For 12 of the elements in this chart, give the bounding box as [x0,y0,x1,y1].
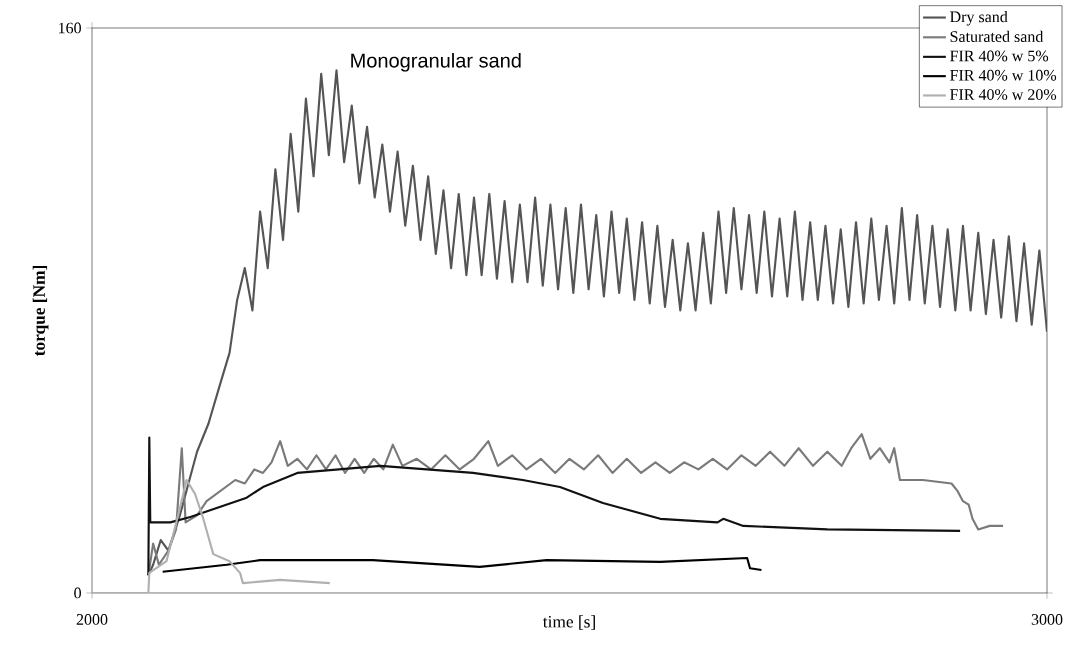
x-tick-label: 3000 [1031,614,1063,625]
legend-label: Dry sand [950,10,1008,26]
text: Monogranular sand [351,52,521,72]
x-tick-label: 2000 [76,614,108,625]
legend-label: FIR 40% w 5% [950,50,1049,62]
legend-label: FIR 40% w 20% [950,89,1057,100]
legend-label: Saturated sand [950,30,1044,42]
y-axis-title: torque [Nm] [32,265,49,357]
y-tick-label: 0 [74,587,81,599]
y-tick-label: 160 [59,22,81,34]
legend-label: FIR 40% w 10% [950,69,1057,81]
x-axis-title: time [s] [542,615,595,630]
